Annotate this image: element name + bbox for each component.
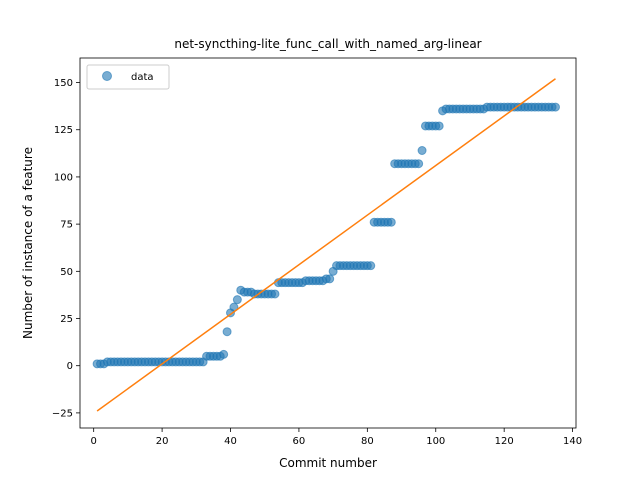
x-tick-label: 140 bbox=[563, 436, 582, 447]
legend: data bbox=[86, 64, 170, 90]
x-tick-label: 100 bbox=[426, 436, 445, 447]
data-point bbox=[386, 217, 396, 227]
plot-area bbox=[92, 78, 560, 412]
x-tick-label: 80 bbox=[361, 436, 374, 447]
x-tick-label: 60 bbox=[293, 436, 306, 447]
chart-title: net-syncthing-lite_func_call_with_named_… bbox=[174, 37, 481, 51]
y-tick-label: 0 bbox=[67, 361, 73, 372]
y-tick-label: 100 bbox=[54, 172, 73, 183]
x-tick-label: 20 bbox=[156, 436, 169, 447]
y-tick-label: 150 bbox=[54, 78, 73, 89]
fit-line bbox=[96, 78, 556, 412]
y-tick-label: 50 bbox=[60, 267, 73, 278]
plot-frame bbox=[79, 57, 577, 429]
y-tick-label: −25 bbox=[52, 408, 73, 419]
y-tick-label: 75 bbox=[60, 220, 73, 231]
data-point bbox=[417, 146, 427, 155]
y-tick-label: 25 bbox=[60, 314, 73, 325]
y-tick-label: 125 bbox=[54, 125, 73, 136]
data-point bbox=[366, 261, 376, 271]
legend-box bbox=[86, 64, 170, 90]
data-point bbox=[325, 274, 335, 284]
data-point bbox=[434, 121, 444, 131]
y-axis-label: Number of instance of a feature bbox=[21, 147, 35, 339]
x-axis: 0 20 40 60 80 100 120 140 bbox=[90, 428, 582, 447]
x-tick-label: 120 bbox=[495, 436, 514, 447]
data-point bbox=[550, 102, 560, 112]
y-axis: −25 0 25 50 75 100 125 150 bbox=[52, 78, 80, 419]
legend-entry-data: data bbox=[131, 72, 154, 83]
x-tick-label: 0 bbox=[90, 436, 96, 447]
data-point bbox=[222, 327, 232, 337]
legend-marker bbox=[102, 71, 112, 81]
data-point bbox=[219, 349, 229, 359]
x-tick-label: 40 bbox=[224, 436, 237, 447]
data-point bbox=[414, 159, 424, 169]
x-axis-label: Commit number bbox=[279, 456, 377, 470]
data-point bbox=[232, 295, 242, 305]
data-point bbox=[270, 289, 280, 299]
